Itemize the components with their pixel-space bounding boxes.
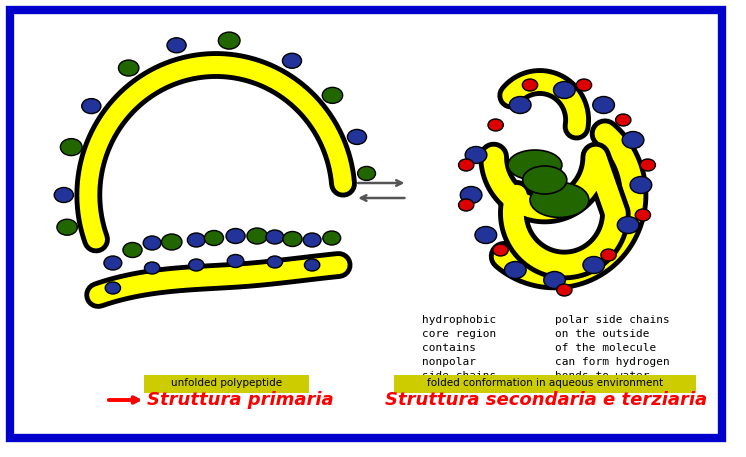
Text: polar side chains
on the outside
of the molecule
can form hydrogen
bonds to wate: polar side chains on the outside of the … bbox=[554, 315, 669, 381]
Ellipse shape bbox=[557, 284, 572, 296]
Ellipse shape bbox=[593, 96, 615, 113]
Ellipse shape bbox=[583, 256, 605, 273]
Ellipse shape bbox=[493, 244, 508, 256]
Ellipse shape bbox=[54, 187, 73, 202]
Ellipse shape bbox=[617, 217, 639, 234]
Ellipse shape bbox=[635, 209, 651, 221]
Ellipse shape bbox=[504, 261, 526, 278]
Text: Struttura primaria: Struttura primaria bbox=[147, 391, 334, 409]
Ellipse shape bbox=[189, 259, 204, 271]
Ellipse shape bbox=[323, 231, 341, 245]
Ellipse shape bbox=[267, 256, 283, 268]
Ellipse shape bbox=[510, 96, 531, 113]
Ellipse shape bbox=[143, 236, 161, 250]
Text: unfolded polypeptide: unfolded polypeptide bbox=[171, 378, 282, 388]
Ellipse shape bbox=[167, 38, 186, 53]
Ellipse shape bbox=[104, 256, 122, 270]
Ellipse shape bbox=[145, 262, 160, 274]
Ellipse shape bbox=[304, 259, 320, 271]
Ellipse shape bbox=[82, 99, 101, 114]
Ellipse shape bbox=[530, 182, 589, 218]
FancyBboxPatch shape bbox=[394, 374, 696, 393]
Ellipse shape bbox=[348, 129, 366, 144]
Ellipse shape bbox=[615, 114, 631, 126]
Ellipse shape bbox=[247, 228, 267, 244]
Ellipse shape bbox=[60, 138, 82, 155]
Text: Struttura secondaria e terziaria: Struttura secondaria e terziaria bbox=[385, 391, 706, 409]
Ellipse shape bbox=[228, 255, 244, 267]
Ellipse shape bbox=[523, 166, 567, 194]
Ellipse shape bbox=[577, 79, 592, 91]
Ellipse shape bbox=[162, 234, 182, 250]
Ellipse shape bbox=[522, 79, 538, 91]
Ellipse shape bbox=[204, 230, 224, 245]
Ellipse shape bbox=[283, 232, 302, 246]
Ellipse shape bbox=[123, 243, 142, 257]
FancyBboxPatch shape bbox=[10, 10, 722, 438]
Ellipse shape bbox=[459, 199, 474, 211]
Ellipse shape bbox=[460, 186, 482, 203]
Ellipse shape bbox=[283, 53, 301, 68]
Ellipse shape bbox=[119, 60, 139, 76]
FancyBboxPatch shape bbox=[144, 374, 309, 393]
Ellipse shape bbox=[105, 282, 121, 294]
Ellipse shape bbox=[322, 87, 342, 103]
Ellipse shape bbox=[622, 132, 644, 149]
Ellipse shape bbox=[630, 176, 652, 193]
Ellipse shape bbox=[601, 249, 616, 261]
Ellipse shape bbox=[475, 227, 497, 244]
Text: folded conformation in aqueous environment: folded conformation in aqueous environme… bbox=[427, 378, 663, 388]
Ellipse shape bbox=[303, 233, 321, 247]
Ellipse shape bbox=[57, 219, 78, 235]
Ellipse shape bbox=[554, 81, 575, 99]
Ellipse shape bbox=[187, 233, 205, 247]
Ellipse shape bbox=[640, 159, 656, 171]
Ellipse shape bbox=[459, 159, 474, 171]
Ellipse shape bbox=[357, 166, 375, 181]
Ellipse shape bbox=[266, 230, 283, 244]
Ellipse shape bbox=[488, 119, 504, 131]
Text: hydrophobic
core region
contains
nonpolar
side chains: hydrophobic core region contains nonpola… bbox=[422, 315, 496, 381]
Ellipse shape bbox=[226, 228, 245, 244]
Ellipse shape bbox=[466, 147, 487, 164]
Ellipse shape bbox=[219, 32, 240, 49]
Ellipse shape bbox=[508, 150, 562, 180]
Ellipse shape bbox=[544, 271, 565, 288]
